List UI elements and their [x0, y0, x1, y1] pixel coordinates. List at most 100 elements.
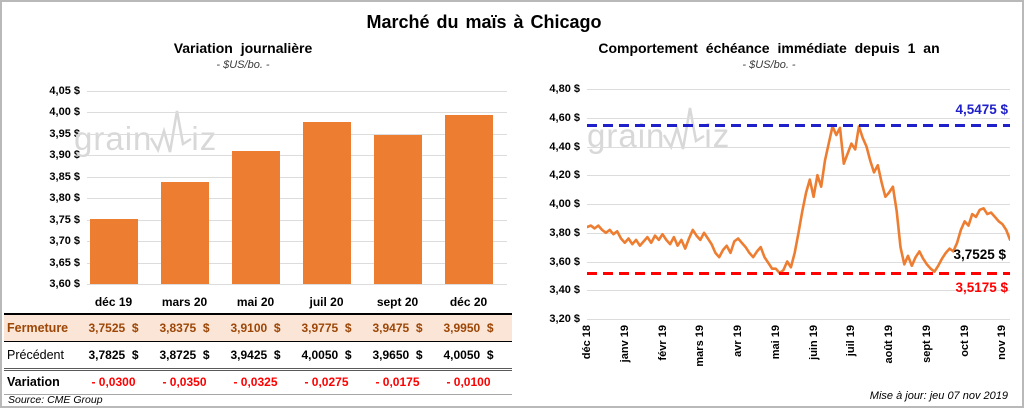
- bar-déc 19: [89, 218, 138, 284]
- y-axis-label: 3,40 $: [549, 284, 580, 297]
- watermark-text: grain: [74, 120, 153, 157]
- table-cell: 3,7525 $: [88, 321, 139, 335]
- x-axis-label: sept 19: [920, 325, 933, 363]
- grainwiz-watermark: grain iz: [74, 108, 218, 157]
- row-label: Fermeture: [7, 321, 69, 335]
- x-axis-label: févr 19: [656, 325, 669, 361]
- threshold-label: 4,5475 $: [955, 102, 1008, 118]
- gridline: [87, 91, 507, 92]
- table-cell: 3,9775 $: [301, 321, 352, 335]
- x-axis-label: mai 19: [769, 325, 782, 360]
- bar-mars 20: [160, 182, 209, 284]
- y-axis-label: 3,70 $: [49, 235, 80, 248]
- gridline: [87, 176, 507, 178]
- table-header-row: déc 19 mars 20 mai 20 juil 20 sept 20 déc 20: [4, 291, 512, 313]
- x-axis-label: nov 19: [996, 325, 1009, 360]
- watermark-text: iz: [191, 120, 218, 157]
- y-axis-label: 3,85 $: [49, 170, 80, 183]
- table-cell: 4,0050 $: [301, 348, 352, 362]
- bar-déc 20: [444, 114, 493, 284]
- y-axis-label: 3,65 $: [49, 256, 80, 269]
- table-cell: - 0,0175: [375, 375, 420, 389]
- column-header: mars 20: [161, 295, 208, 309]
- y-axis-label: 3,60 $: [549, 255, 580, 268]
- table-cell: 3,8375 $: [159, 321, 210, 335]
- column-header: sept 20: [376, 295, 419, 309]
- gridline: [587, 175, 1010, 177]
- column-header: mai 20: [236, 295, 275, 309]
- table-row-precedent: Précédent 3,7825 $ 3,8725 $ 3,9425 $ 4,0050 …: [4, 342, 512, 368]
- y-axis-label: 4,60 $: [549, 111, 580, 124]
- y-axis-label: 3,60 $: [49, 278, 80, 290]
- gridline: [87, 198, 507, 200]
- table-cell: - 0,0100: [446, 375, 491, 389]
- threshold-line: [587, 123, 1010, 127]
- y-axis-label: 3,90 $: [49, 149, 80, 162]
- gridline: [87, 112, 507, 114]
- y-axis-label: 3,80 $: [549, 226, 580, 239]
- table-cell: 3,9950 $: [443, 321, 494, 335]
- column-header: déc 20: [449, 295, 488, 309]
- gridline: [87, 241, 507, 243]
- table-cell: - 0,0300: [91, 375, 136, 389]
- y-axis-label: 3,95 $: [49, 127, 80, 140]
- gridline: [87, 155, 507, 157]
- gridline: [587, 89, 1010, 90]
- table-cell: 3,9650 $: [372, 348, 423, 362]
- gridline: [587, 146, 1010, 148]
- y-axis-label: 3,80 $: [49, 192, 80, 205]
- y-axis-label: 4,05 $: [49, 85, 80, 97]
- line-chart-title: Comportement échéance immédiate depuis 1…: [598, 40, 940, 56]
- row-label: Variation: [7, 375, 60, 389]
- y-axis-label: 4,00 $: [49, 106, 80, 119]
- gridline: [587, 117, 1010, 119]
- table-row-variation: Variation - 0,0300 - 0,0350 - 0,0325 - 0,027…: [4, 371, 512, 394]
- line-chart-subtitle: - $US/bo. -: [742, 59, 796, 71]
- x-axis-label: déc 18: [581, 325, 593, 360]
- watermark-zigzag-icon: [150, 110, 193, 154]
- y-axis-label: 4,00 $: [549, 198, 580, 210]
- price-line-series: [587, 125, 1010, 275]
- table-row-fermeture: Fermeture 3,7525 $ 3,8375 $ 3,9100 $ 3,9775 …: [4, 315, 512, 341]
- threshold-label: 3,5175 $: [955, 280, 1008, 296]
- divider-heavy: [4, 313, 512, 315]
- gridline: [587, 261, 1010, 263]
- page-title: Marché du maïs à Chicago: [366, 12, 602, 32]
- gridline: [87, 219, 507, 221]
- bar-chart-title: Variation journalière: [173, 40, 313, 56]
- gridline: [87, 284, 507, 285]
- line-chart-plot: 4,5475 $ 3,5175 $ 3,7525 $ déc 18 janv 19 fév…: [581, 89, 1010, 367]
- table-cell: - 0,0275: [304, 375, 349, 389]
- x-axis-label: avr 19: [732, 325, 745, 357]
- divider: [4, 394, 512, 395]
- last-price-label: 3,7525 $: [953, 247, 1006, 262]
- divider: [4, 368, 512, 371]
- x-axis-label: juin 19: [807, 325, 820, 360]
- gridline: [87, 133, 507, 135]
- gridline: [587, 204, 1010, 205]
- row-label: Précédent: [7, 348, 64, 362]
- source-note: Source: CME Group: [8, 394, 103, 406]
- threshold-line: [587, 271, 1010, 275]
- x-axis-label: août 19: [883, 325, 896, 364]
- table-cell: 4,0050 $: [443, 348, 494, 362]
- x-axis-label: janv 19: [618, 325, 631, 363]
- table-cell: 3,9475 $: [372, 321, 423, 335]
- table-cell: 3,9100 $: [230, 321, 281, 335]
- divider: [4, 341, 512, 342]
- x-axis-label: oct 19: [958, 325, 971, 357]
- y-axis-label: 3,75 $: [49, 213, 80, 226]
- table-cell: - 0,0325: [233, 375, 278, 389]
- x-axis-label: juil 19: [845, 325, 858, 357]
- bar-chart-plot: [87, 91, 507, 285]
- table-cell: 3,8725 $: [159, 348, 210, 362]
- gridline: [587, 319, 1010, 320]
- bar-chart-subtitle: - $US/bo. -: [216, 59, 270, 71]
- price-table: déc 19 mars 20 mai 20 juil 20 sept 20 déc 20 F…: [4, 291, 512, 395]
- table-cell: 3,9425 $: [230, 348, 281, 362]
- y-axis-label: 4,20 $: [549, 169, 580, 182]
- y-axis-label: 4,40 $: [549, 140, 580, 153]
- gridline: [587, 290, 1010, 292]
- table-cell: - 0,0350: [162, 375, 207, 389]
